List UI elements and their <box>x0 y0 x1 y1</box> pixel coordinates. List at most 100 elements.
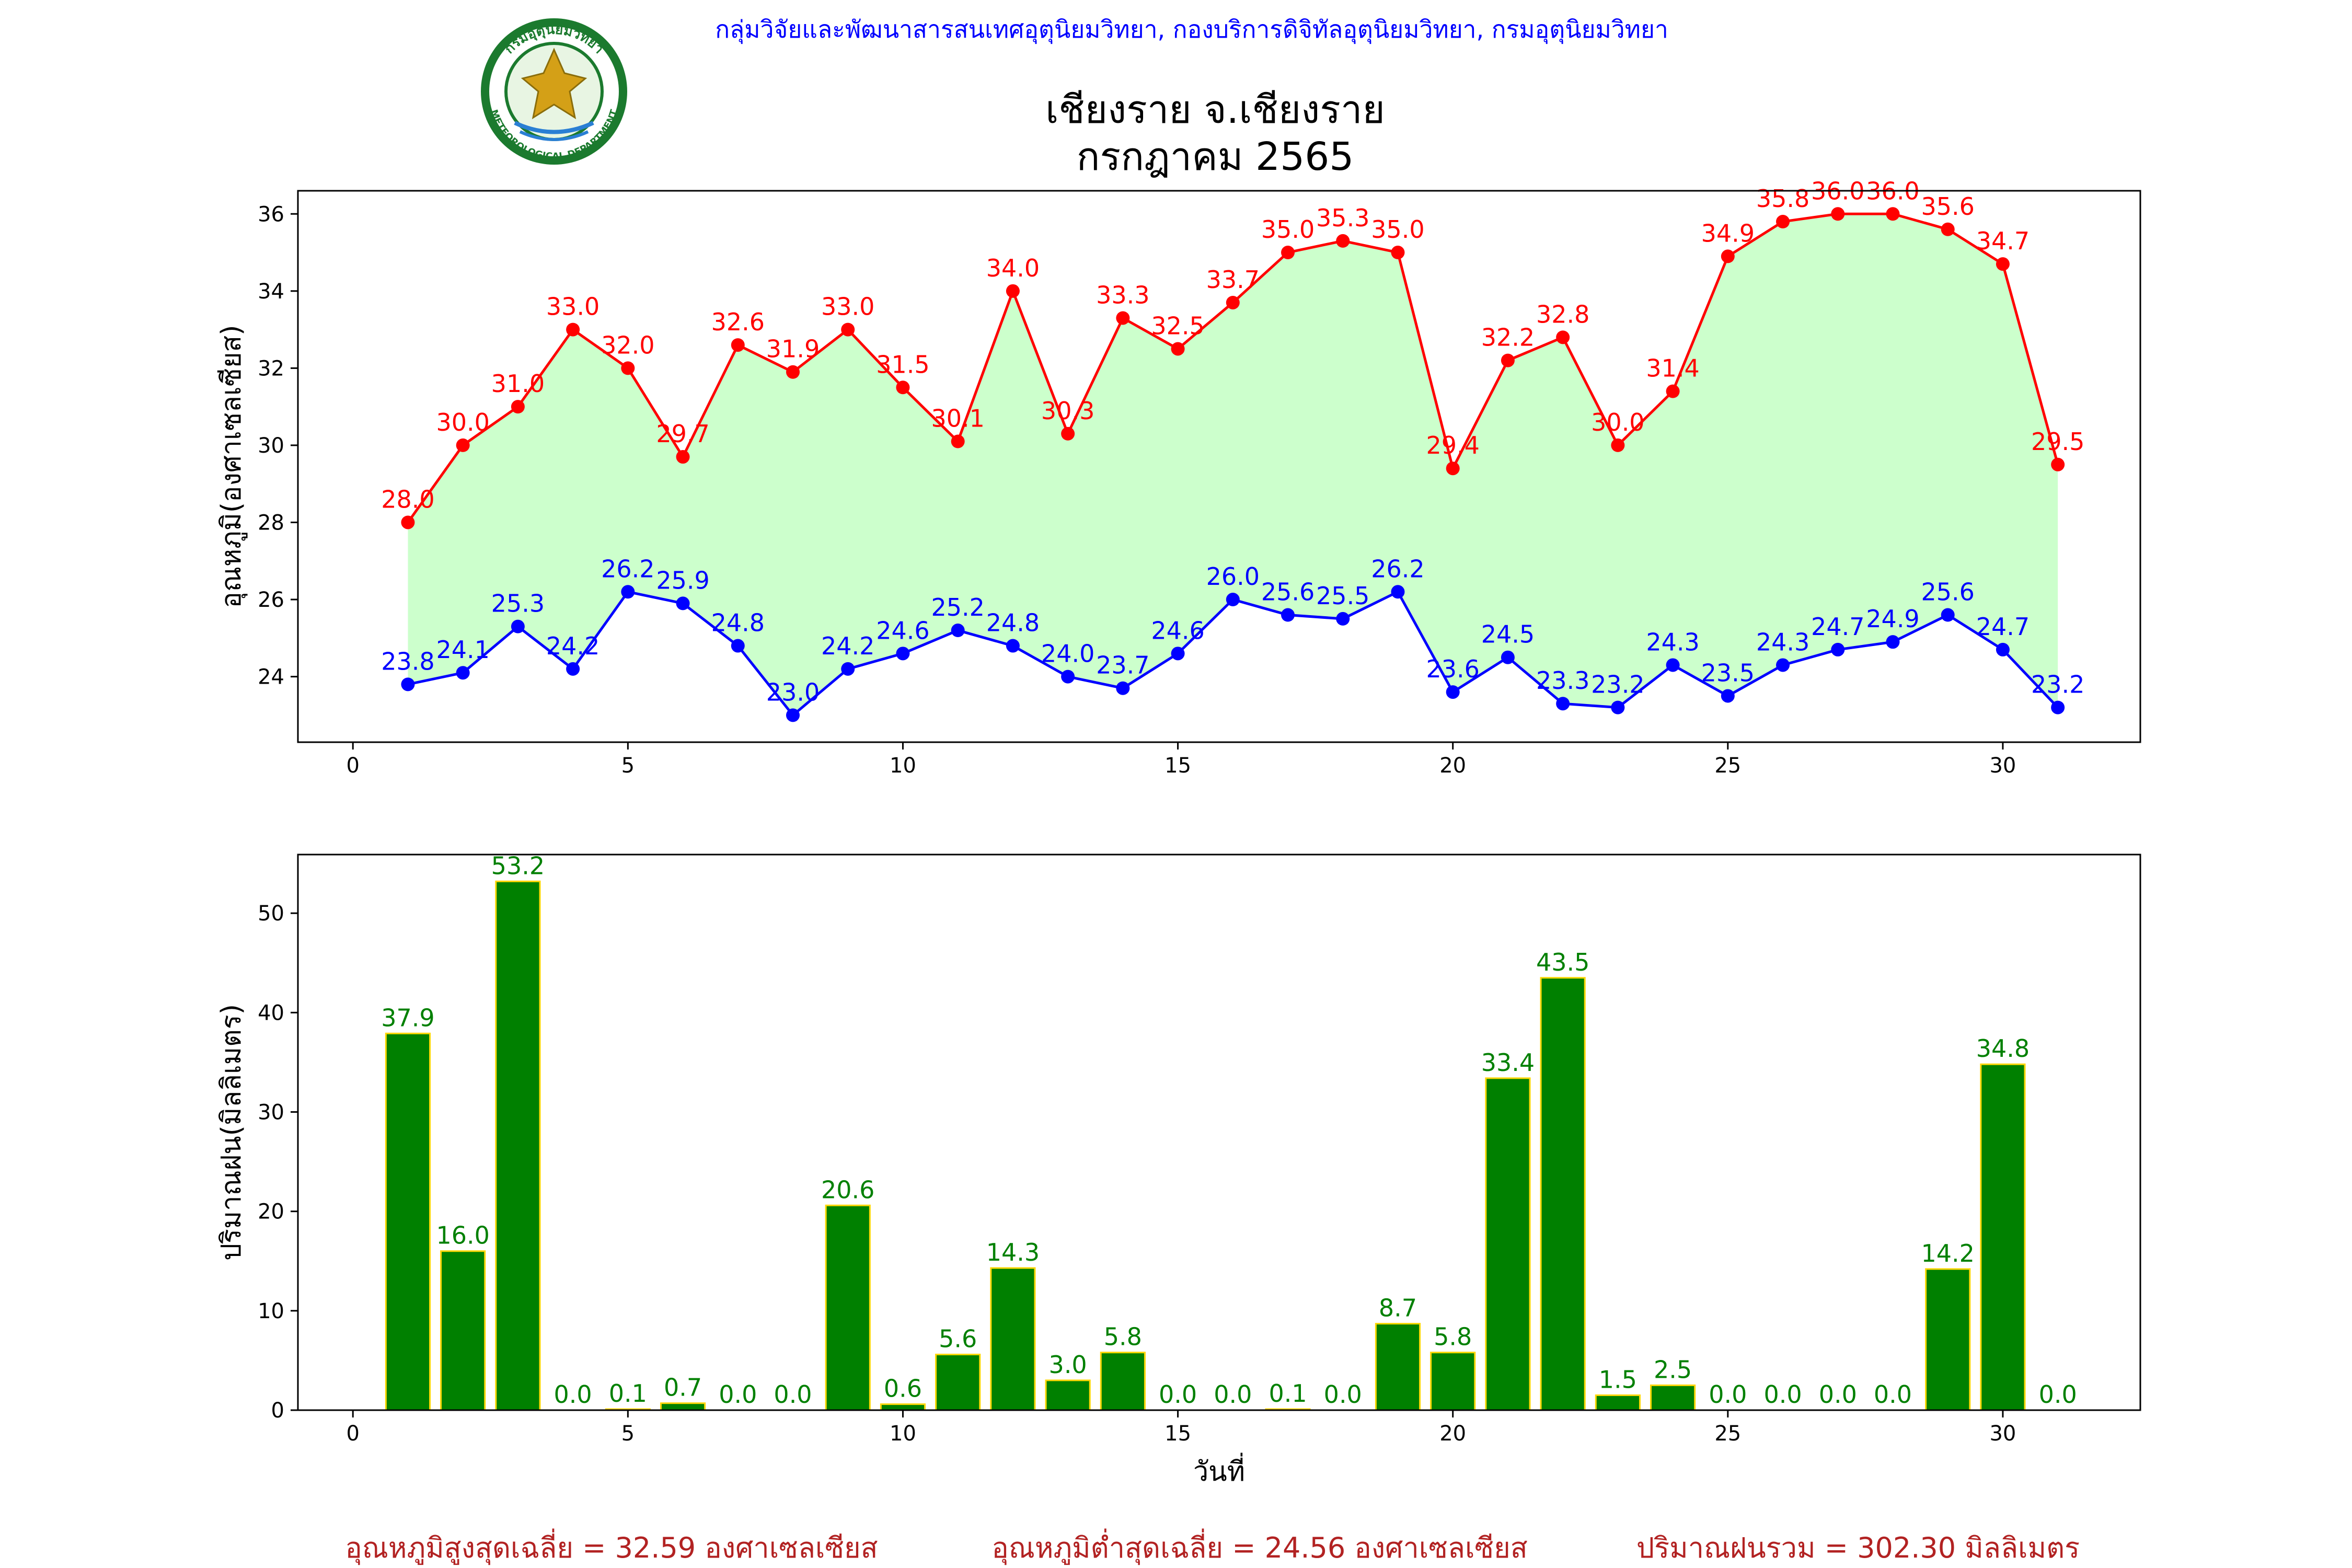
summary-total-rain: ปริมาณฝนรวม = 302.30 มิลลิเมตร <box>1636 1531 2080 1564</box>
rain-ytick-label: 10 <box>258 1299 284 1323</box>
max-temp-point <box>1831 207 1845 221</box>
min-temp-data-label: 24.6 <box>876 616 929 644</box>
rainfall-panel: 0 5 10 15 20 25 30 0 10 20 30 40 50 37.9 16.0 53.2 0.0 0.… <box>216 851 2141 1488</box>
max-temp-point <box>1776 215 1790 229</box>
min-temp-data-label: 24.1 <box>436 636 489 664</box>
max-temp-point <box>621 361 635 375</box>
rain-bar <box>1430 1352 1476 1411</box>
min-temp-data-label: 24.8 <box>986 609 1040 637</box>
temp-xtick-label: 30 <box>1989 754 2016 778</box>
rain-ytick-label: 40 <box>258 1001 284 1025</box>
organization-text: กลุ่มวิจัยและพัฒนาสารสนเทศอุตุนิยมวิทยา,… <box>715 15 1668 44</box>
rain-data-label: 0.1 <box>609 1379 647 1408</box>
min-temp-data-label: 24.7 <box>1976 613 2030 641</box>
temp-plot-frame <box>297 190 2141 743</box>
min-temp-point <box>841 662 855 676</box>
min-temp-point <box>1061 670 1075 684</box>
meteorological-department-logo: กรมอุตุนิยมวิทยา METEOROLOGICAL DEPARTME… <box>481 18 627 165</box>
min-temp-data-label: 25.5 <box>1316 582 1369 610</box>
rain-xtick-label: 5 <box>621 1422 635 1446</box>
rain-xtick-label: 10 <box>890 1422 916 1446</box>
max-temp-data-label: 35.6 <box>1921 192 1975 221</box>
max-temp-data-label: 31.0 <box>491 370 545 398</box>
rain-data-label: 0.0 <box>719 1380 757 1409</box>
summary-avg-min-temp: อุณหภูมิต่ำสุดเฉลี่ย = 24.56 องศาเซลเซีย… <box>991 1528 1527 1565</box>
temp-ytick-label: 32 <box>258 356 284 381</box>
max-temp-point <box>1006 284 1020 298</box>
rain-ytick-label: 50 <box>258 902 284 926</box>
rain-bar <box>660 1402 706 1411</box>
min-temp-data-label: 23.5 <box>1701 659 1755 687</box>
rain-bar <box>1540 977 1586 1411</box>
rain-xtick-label: 25 <box>1714 1422 1741 1446</box>
temp-ytick-label: 26 <box>258 588 284 612</box>
rain-data-label: 53.2 <box>491 851 545 880</box>
min-temp-data-label: 24.0 <box>1041 640 1094 668</box>
chart-title-month: กรกฎาคม 2565 <box>1077 134 1354 179</box>
temp-ytick-label: 34 <box>258 280 284 304</box>
max-temp-point <box>1226 295 1240 309</box>
max-temp-data-label: 34.7 <box>1976 227 2030 255</box>
min-temp-point <box>1336 612 1350 626</box>
max-temp-data-label: 33.0 <box>821 293 874 321</box>
rain-bar <box>495 880 541 1411</box>
max-temp-point <box>841 322 855 337</box>
rain-data-label: 34.8 <box>1976 1034 2030 1063</box>
min-temp-data-label: 24.2 <box>821 632 874 660</box>
min-temp-data-label: 26.2 <box>1371 555 1424 583</box>
max-temp-data-label: 32.2 <box>1481 324 1535 352</box>
min-temp-data-label: 23.8 <box>381 647 434 675</box>
min-temp-point <box>731 639 745 653</box>
min-temp-data-label: 23.6 <box>1426 655 1479 683</box>
min-temp-data-label: 24.5 <box>1481 620 1535 649</box>
min-temp-data-label: 24.7 <box>1811 613 1864 641</box>
min-temp-data-label: 24.2 <box>546 632 599 660</box>
min-temp-data-label: 25.3 <box>491 590 545 618</box>
rain-data-label: 0.0 <box>1214 1380 1252 1409</box>
min-temp-point <box>951 624 965 638</box>
temp-y-axis-label: อุณหภูมิ(องศาเซลเซียส) <box>216 325 248 608</box>
min-temp-point <box>456 666 470 680</box>
max-temp-point <box>1996 257 2010 271</box>
max-temp-point <box>456 438 470 452</box>
min-temp-point <box>1721 689 1735 703</box>
rain-data-label: 0.0 <box>1159 1380 1197 1409</box>
rain-bar <box>825 1204 871 1411</box>
max-temp-data-label: 29.4 <box>1426 431 1479 459</box>
max-temp-point <box>731 338 745 352</box>
max-temp-data-label: 35.0 <box>1261 215 1315 244</box>
min-temp-point <box>1226 593 1240 607</box>
max-temp-data-label: 34.0 <box>986 254 1040 282</box>
min-temp-point <box>1116 681 1130 695</box>
rain-data-label: 0.6 <box>884 1375 922 1403</box>
rain-xtick-label: 15 <box>1165 1422 1191 1446</box>
max-temp-data-label: 31.4 <box>1646 354 1699 383</box>
max-temp-data-label: 32.8 <box>1536 300 1589 328</box>
min-temp-data-label: 23.3 <box>1536 666 1589 695</box>
rain-data-label: 0.0 <box>1819 1380 1857 1409</box>
temp-xtick-label: 0 <box>346 754 359 778</box>
max-temp-point <box>566 322 580 337</box>
min-temp-point <box>2051 700 2065 714</box>
max-temp-point <box>1391 246 1405 260</box>
rain-data-label: 0.0 <box>1874 1380 1912 1409</box>
max-temp-point <box>1061 426 1075 441</box>
min-temp-point <box>896 647 910 661</box>
min-temp-point <box>1006 639 1020 653</box>
max-temp-data-label: 29.7 <box>656 420 709 448</box>
min-temp-point <box>401 677 415 691</box>
min-temp-data-label: 24.3 <box>1756 628 1809 656</box>
rain-data-label: 5.8 <box>1434 1323 1472 1351</box>
rain-bar <box>385 1032 431 1411</box>
rain-data-label: 0.0 <box>554 1380 592 1409</box>
rain-bar <box>1650 1384 1696 1411</box>
max-temp-point <box>676 450 690 464</box>
rain-data-label: 0.0 <box>1324 1380 1362 1409</box>
temp-xtick-label: 25 <box>1714 754 1741 778</box>
max-temp-data-label: 35.8 <box>1756 185 1809 213</box>
rain-xtick-label: 0 <box>346 1422 359 1446</box>
rain-data-label: 14.2 <box>1921 1239 1975 1267</box>
max-temp-point <box>1281 246 1295 260</box>
max-temp-point <box>1116 311 1130 325</box>
